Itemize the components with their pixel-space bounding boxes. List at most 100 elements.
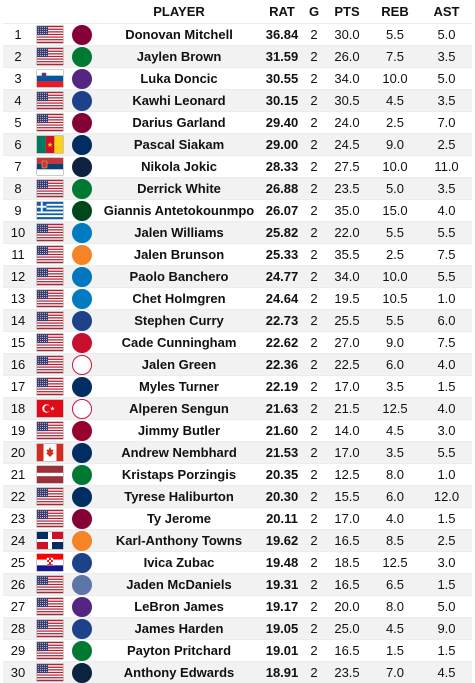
player-name[interactable]: Stephen Curry [134, 313, 224, 328]
table-body: 1 Donovan Mitchell 36.84 2 30.0 5.5 5.0 2 Jaylen… [3, 23, 472, 683]
table-row[interactable]: 4 Kawhi Leonard 30.15 2 30.5 4.5 3.5 [3, 89, 472, 111]
header-player[interactable]: PLAYER [153, 4, 205, 19]
assists: 12.0 [433, 489, 460, 504]
player-name[interactable]: Jimmy Butler [137, 423, 221, 438]
player-name[interactable]: Jalen Green [141, 357, 217, 372]
player-name[interactable]: Ivica Zubac [143, 555, 215, 570]
table-row[interactable]: 3 Luka Doncic 30.55 2 34.0 10.0 5.0 [3, 67, 472, 89]
header-g[interactable]: G [308, 4, 320, 19]
points: 30.0 [334, 27, 360, 42]
usa-flag-icon [37, 510, 63, 527]
table-row[interactable]: 15 Cade Cunningham 22.62 2 27.0 9.0 7.5 [3, 331, 472, 353]
header-reb[interactable]: REB [381, 4, 409, 19]
player-name[interactable]: Andrew Nembhard [121, 445, 237, 460]
player-name[interactable]: Jalen Williams [134, 225, 224, 240]
player-name[interactable]: Chet Holmgren [132, 291, 226, 306]
table-row[interactable]: 10 Jalen Williams 25.82 2 22.0 5.5 5.5 [3, 221, 472, 243]
player-name[interactable]: Luka Doncic [140, 71, 218, 86]
table-row[interactable]: 29 Payton Pritchard 19.01 2 16.5 1.5 1.5 [3, 639, 472, 661]
games-played: 2 [310, 445, 318, 460]
player-name[interactable]: Tyrese Haliburton [124, 489, 234, 504]
rebounds: 1.5 [385, 643, 405, 658]
row-rank: 7 [14, 159, 22, 174]
table-row[interactable]: 28 James Harden 19.05 2 25.0 4.5 9.0 [3, 617, 472, 639]
table-row[interactable]: 20 Andrew Nembhard 21.53 2 17.0 3.5 5.5 [3, 441, 472, 463]
warriors-logo-icon [72, 310, 92, 331]
table-row[interactable]: 13 Chet Holmgren 24.64 2 19.5 10.5 1.0 [3, 287, 472, 309]
player-name[interactable]: Karl-Anthony Towns [115, 533, 243, 548]
row-rank: 3 [14, 71, 22, 86]
player-name[interactable]: Payton Pritchard [126, 643, 232, 658]
table-row[interactable]: 26 Jaden McDaniels 19.31 2 16.5 6.5 1.5 [3, 573, 472, 595]
player-rating: 24.77 [265, 269, 299, 284]
table-row[interactable]: 24 Karl-Anthony Towns 19.62 2 16.5 8.5 2.5 [3, 529, 472, 551]
bucks-logo-icon [72, 200, 92, 221]
player-name[interactable]: Giannis Antetokounmpo [103, 203, 255, 218]
games-played: 2 [310, 27, 318, 42]
player-name[interactable]: LeBron James [134, 599, 224, 614]
lakers-logo-icon [72, 596, 92, 617]
player-name[interactable]: James Harden [134, 621, 224, 636]
usa-flag-icon [37, 488, 63, 505]
table-row[interactable]: 22 Tyrese Haliburton 20.30 2 15.5 6.0 12.0 [3, 485, 472, 507]
table-row[interactable]: 12 Paolo Banchero 24.77 2 34.0 10.0 5.5 [3, 265, 472, 287]
player-name[interactable]: Myles Turner [139, 379, 219, 394]
player-name[interactable]: Ty Jerome [146, 511, 212, 526]
player-name[interactable]: Cade Cunningham [121, 335, 237, 350]
player-name[interactable]: Pascal Siakam [133, 137, 225, 152]
table-row[interactable]: 14 Stephen Curry 22.73 2 25.5 5.5 6.0 [3, 309, 472, 331]
rebounds: 5.5 [385, 225, 405, 240]
player-name[interactable]: Jaden McDaniels [126, 577, 232, 592]
player-name[interactable]: Kawhi Leonard [132, 93, 226, 108]
table-row[interactable]: 11 Jalen Brunson 25.33 2 35.5 2.5 7.5 [3, 243, 472, 265]
player-name[interactable]: Darius Garland [132, 115, 226, 130]
player-name[interactable]: Anthony Edwards [123, 665, 235, 680]
games-played: 2 [310, 115, 318, 130]
table-row[interactable]: 27 LeBron James 19.17 2 20.0 8.0 5.0 [3, 595, 472, 617]
points: 22.0 [334, 225, 360, 240]
table-row[interactable]: 5 Darius Garland 29.40 2 24.0 2.5 7.0 [3, 111, 472, 133]
table-row[interactable]: 1 Donovan Mitchell 36.84 2 30.0 5.5 5.0 [3, 23, 472, 45]
player-rating: 19.48 [265, 555, 299, 570]
table-row[interactable]: 18 ★ Alperen Sengun 21.63 2 21.5 12.5 4.0 [3, 397, 472, 419]
points: 12.5 [334, 467, 360, 482]
usa-flag-icon [37, 642, 63, 659]
table-row[interactable]: 23 Ty Jerome 20.11 2 17.0 4.0 1.5 [3, 507, 472, 529]
table-row[interactable]: 21 Kristaps Porzingis 20.35 2 12.5 8.0 1.0 [3, 463, 472, 485]
games-played: 2 [310, 379, 318, 394]
player-name[interactable]: Kristaps Porzingis [121, 467, 237, 482]
header-rat[interactable]: RAT [269, 4, 295, 19]
table-row[interactable]: 30 Anthony Edwards 18.91 2 23.5 7.0 4.5 [3, 661, 472, 683]
points: 27.5 [334, 159, 360, 174]
table-row[interactable]: 2 Jaylen Brown 31.59 2 26.0 7.5 3.5 [3, 45, 472, 67]
player-name[interactable]: Nikola Jokic [141, 159, 217, 174]
table-row[interactable]: 17 Myles Turner 22.19 2 17.0 3.5 1.5 [3, 375, 472, 397]
rebounds: 2.5 [385, 115, 405, 130]
row-rank: 15 [10, 335, 26, 350]
table-row[interactable]: 25 Ivica Zubac 19.48 2 18.5 12.5 3.0 [3, 551, 472, 573]
rebounds: 10.0 [382, 159, 408, 174]
assists: 7.5 [437, 335, 456, 350]
player-name[interactable]: Alperen Sengun [129, 401, 229, 416]
player-rating: 20.35 [265, 467, 299, 482]
table-row[interactable]: 9 Giannis Antetokounmpo 26.07 2 35.0 15.0 4.0 [3, 199, 472, 221]
player-name[interactable]: Derrick White [137, 181, 221, 196]
table-row[interactable]: 16 Jalen Green 22.36 2 22.5 6.0 4.0 [3, 353, 472, 375]
pacers-logo-icon [72, 376, 92, 397]
thunder-logo-icon [72, 222, 92, 243]
assists: 5.0 [437, 599, 456, 614]
table-row[interactable]: 8 Derrick White 26.88 2 23.5 5.0 3.5 [3, 177, 472, 199]
rebounds: 4.5 [385, 93, 405, 108]
table-row[interactable]: 7 Nikola Jokic 28.33 2 27.5 10.0 11.0 [3, 155, 472, 177]
rebounds: 10.0 [382, 269, 408, 284]
rebounds: 3.5 [385, 379, 405, 394]
player-rating: 22.73 [265, 313, 299, 328]
player-name[interactable]: Jalen Brunson [133, 247, 225, 262]
header-pts[interactable]: PTS [334, 4, 360, 19]
player-name[interactable]: Paolo Banchero [129, 269, 229, 284]
table-row[interactable]: 19 Jimmy Butler 21.60 2 14.0 4.5 3.0 [3, 419, 472, 441]
player-name[interactable]: Donovan Mitchell [125, 27, 233, 42]
table-row[interactable]: 6 ★ Pascal Siakam 29.00 2 24.5 9.0 2.5 [3, 133, 472, 155]
player-name[interactable]: Jaylen Brown [136, 49, 222, 64]
header-ast[interactable]: AST [433, 4, 460, 19]
